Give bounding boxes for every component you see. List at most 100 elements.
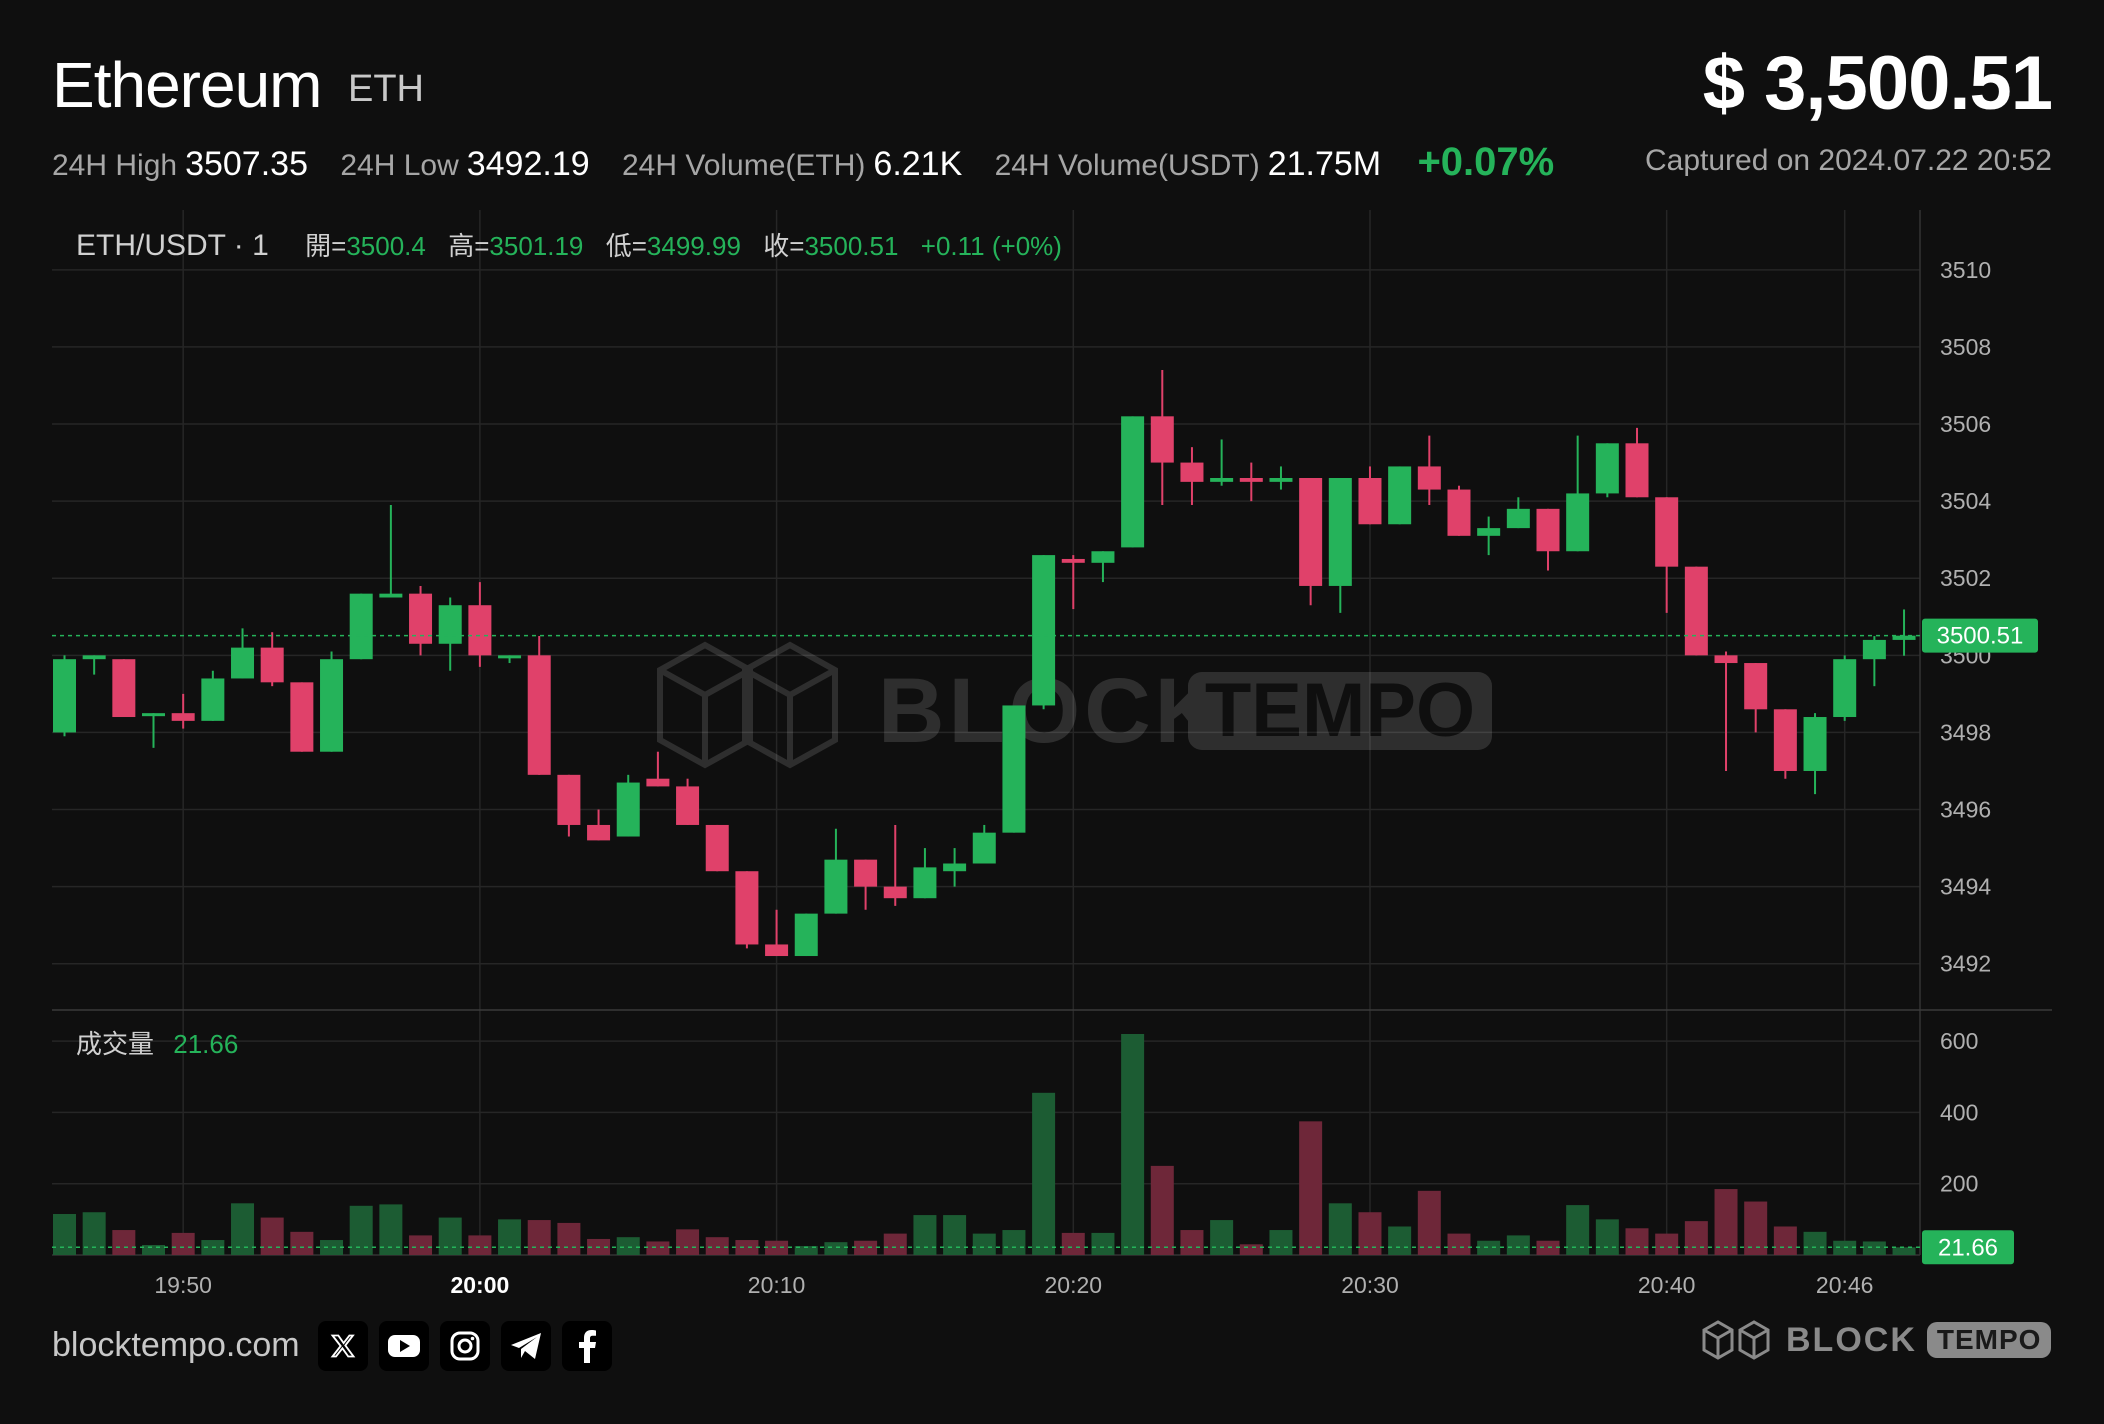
stat-24h-high-value: 3507.35 [185,145,308,183]
candle-body [765,944,789,957]
volume-bar [1358,1212,1382,1255]
volume-bar [142,1245,166,1255]
candle-body [231,647,255,679]
volume-bar [1299,1121,1323,1255]
legend-pair: ETH/USDT · 1 [76,229,269,262]
volume-bar [1328,1203,1352,1255]
candle-body [1002,705,1026,833]
volume-bar [616,1237,640,1255]
volume-bar [1150,1165,1174,1255]
volume-bar [1803,1231,1827,1255]
candle-body [587,824,611,841]
volume-bar [1506,1235,1530,1255]
x-button[interactable] [318,1321,368,1371]
stat-24h-high-label: 24H High [52,149,178,182]
volume-bar [1595,1219,1619,1255]
candle-body [1121,416,1145,548]
legend-change: +0.11 (+0%) [921,231,1062,261]
candle-body [1180,462,1204,482]
candle-body [972,832,996,864]
coin-symbol: ETH [348,68,424,110]
candle-body [616,782,640,837]
stat-24h-volume-usdt-label: 24H Volume(USDT) [994,149,1260,182]
time-tick-label: 20:46 [1816,1272,1874,1298]
youtube-button[interactable] [379,1321,429,1371]
watermark-tempo-box [1188,672,1492,750]
legend-low-label: 低= [606,231,647,261]
candle-body [1150,416,1174,463]
logo-tempo-text: TEMPO [1926,1322,2052,1358]
volume-bar [1684,1221,1708,1255]
volume-bar [1061,1232,1085,1255]
captured-timestamp: Captured on 2024.07.22 20:52 [1644,144,2052,177]
youtube-icon [388,1335,420,1357]
social-links [318,1321,612,1371]
volume-bar [1032,1092,1056,1255]
volume-bar [1388,1226,1412,1255]
volume-bar [349,1205,373,1255]
candle-body [1773,709,1797,771]
candle-body [1477,528,1501,536]
volume-bar [1744,1201,1768,1255]
last-price-tag: 3500.51 [1922,618,2038,653]
volume-bar [1239,1244,1263,1255]
time-tick-label: 20:10 [748,1272,806,1298]
volume-bar [290,1231,314,1255]
price-tick-label: 3510 [1940,257,1991,283]
price-tick-label: 3504 [1940,488,1991,514]
volume-bar [1121,1034,1145,1255]
candle-body [943,863,967,872]
volume-bar [1210,1220,1234,1255]
candle-body [142,713,166,717]
volume-bar [943,1215,967,1255]
candle-body [883,886,907,899]
candle-body [1625,443,1649,498]
instagram-button[interactable] [440,1321,490,1371]
candle-body [557,774,581,825]
volume-bar [1477,1240,1501,1255]
candle-body [1358,478,1382,525]
last-volume-tag: 21.66 [1922,1230,2014,1265]
footer-logo: BLOCK TEMPO [1700,1318,2052,1362]
volume-bar [1417,1190,1441,1255]
volume-bar [705,1237,729,1255]
volume-bar [1566,1205,1590,1255]
candle-body [1328,478,1352,586]
facebook-button[interactable] [562,1321,612,1371]
candle-body [1862,639,1886,660]
volume-bar [1180,1230,1204,1255]
footer-site-link[interactable]: blocktempo.com [52,1326,300,1364]
volume-legend: 成交量 21.66 [76,1029,238,1059]
telegram-icon [511,1333,541,1359]
volume-bar [1002,1230,1026,1255]
legend-open-label: 開= [305,231,346,261]
candle-body [1447,489,1471,536]
candle-body [1239,478,1263,482]
time-axis: 19:50 20:00 20:10 20:20 20:30 20:40 20:46 [154,1272,1873,1298]
volume-tick-label: 400 [1940,1099,1978,1125]
volume-tick-label: 200 [1940,1171,1978,1197]
watermark: BLOCK TEMPO [657,641,1492,769]
candle-body [409,593,433,644]
candle-body [854,859,878,887]
ohlc-legend: ETH/USDT · 1 開=3500.4 高=3501.19 低=3499.9… [76,229,1062,262]
telegram-button[interactable] [501,1321,551,1371]
legend-high: 3501.19 [489,231,583,261]
price-tick-label: 3508 [1940,334,1991,360]
candle-body [1892,635,1916,640]
candle-body [1506,508,1530,529]
candle-body [1833,659,1857,718]
volume-bar [409,1235,433,1255]
time-tick-label: 19:50 [154,1272,212,1298]
legend-close: 3500.51 [804,231,898,261]
candle-body [527,655,551,775]
candle-body [171,713,195,721]
volume-bar [913,1215,937,1255]
price-tick-label: 3496 [1940,797,1991,823]
time-tick-label: 20:20 [1044,1272,1102,1298]
candle-body [913,867,937,899]
volume-legend-value: 21.66 [173,1029,238,1059]
volume-bar [438,1217,462,1255]
volume-bar [231,1203,255,1255]
